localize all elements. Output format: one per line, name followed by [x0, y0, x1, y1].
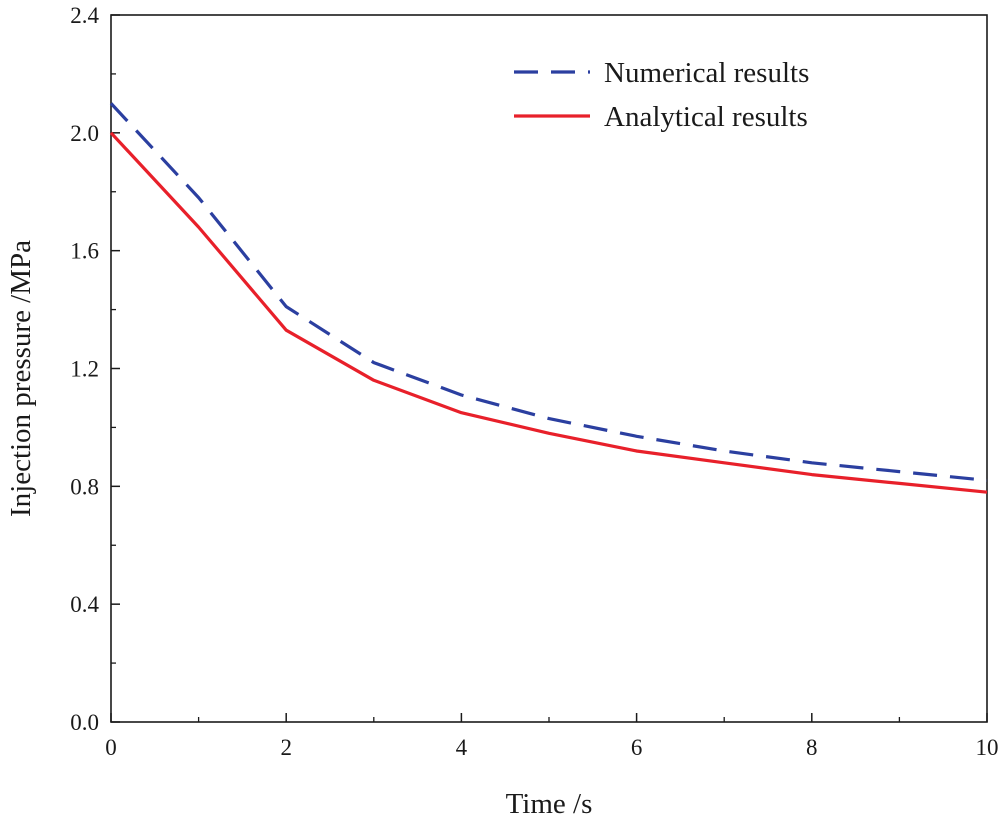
- y-tick-label: 2.4: [70, 3, 99, 28]
- y-tick-label: 2.0: [70, 121, 99, 146]
- x-tick-label: 0: [105, 735, 117, 760]
- axes: 0 2 4 6 8 10 0.0 0.4 0.8 1.2 1.6 2.0 2.4: [70, 3, 998, 760]
- plot-series: [109, 102, 988, 494]
- x-tick-label: 2: [280, 735, 292, 760]
- y-tick-label: 1.2: [70, 357, 99, 382]
- x-tick-label: 6: [631, 735, 643, 760]
- legend: Numerical results Analytical results: [514, 57, 809, 133]
- numerical-series-line: [109, 102, 988, 482]
- plot-frame: [110, 14, 988, 723]
- x-tick-label: 10: [976, 735, 999, 760]
- y-tick-label: 0.0: [70, 710, 99, 735]
- x-axis-title: Time /s: [506, 788, 593, 820]
- legend-label: Analytical results: [604, 101, 808, 133]
- y-tick-label: 0.8: [70, 474, 99, 499]
- x-tick-label: 8: [806, 735, 818, 760]
- y-tick-label: 0.4: [70, 592, 99, 617]
- legend-label: Numerical results: [604, 57, 809, 89]
- x-tick-label: 4: [456, 735, 468, 760]
- y-axis-title: Injection pressure /MPa: [5, 240, 37, 517]
- y-tick-label: 1.6: [70, 239, 99, 264]
- analytical-series-line: [109, 131, 988, 494]
